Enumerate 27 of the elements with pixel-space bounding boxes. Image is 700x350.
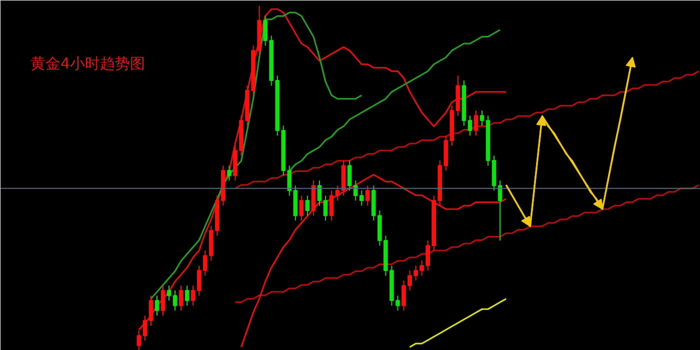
candlestick [480,110,484,126]
candlestick [359,190,364,206]
candlestick [366,185,370,206]
candlestick [166,285,172,301]
candlestick [184,285,190,306]
candlestick [420,260,424,276]
candlestick [468,115,472,136]
candlestick [178,285,184,311]
candlestick [474,110,478,136]
candlestick [305,195,310,216]
candlestick [148,295,154,326]
text: 黄金4小时趋势图 [30,54,146,72]
candlestick [347,160,352,191]
candlestick [227,165,232,181]
candlestick [154,295,160,316]
candlestick [172,290,178,311]
candlestick [160,285,166,316]
candlestick [142,315,148,341]
candlestick [263,15,268,46]
candlestick [353,180,358,201]
candlestick [335,185,340,201]
candlestick [323,195,328,221]
candlestick [299,195,304,221]
candlestick [396,295,400,311]
candlestick [329,190,334,221]
candlestick [426,240,430,271]
candlestick [136,330,142,350]
